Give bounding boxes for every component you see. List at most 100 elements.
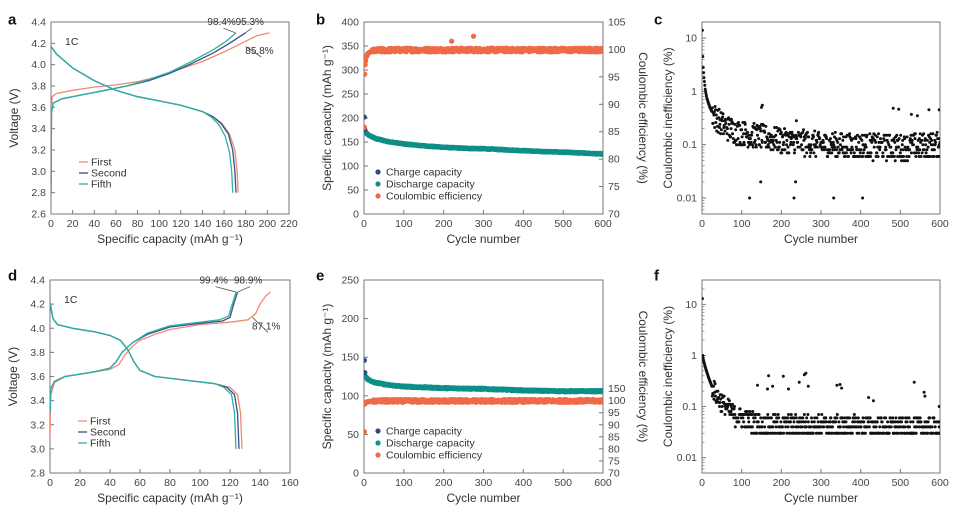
data-point	[835, 148, 838, 152]
data-point	[856, 416, 860, 420]
data-point	[787, 413, 790, 416]
data-point	[917, 137, 921, 141]
data-point	[734, 138, 738, 142]
data-point	[718, 126, 721, 129]
efficiency-annotation: 95.3%	[236, 17, 264, 28]
x-axis-label: Specific capacity (mAh g⁻¹)	[97, 232, 243, 246]
y-right-axis-label: Coulombic efficiency (%)	[636, 52, 650, 184]
data-point	[913, 132, 917, 136]
x-tick-label: 500	[554, 218, 572, 230]
data-point	[776, 129, 780, 133]
data-point	[854, 137, 858, 141]
legend-marker-discharge	[375, 440, 381, 446]
series-first-discharge-line	[51, 46, 239, 193]
data-point	[760, 420, 764, 424]
data-point	[757, 413, 761, 416]
data-point	[822, 148, 826, 152]
x-tick-label: 500	[554, 477, 572, 489]
data-point	[802, 128, 805, 132]
data-point	[783, 127, 786, 131]
data-point	[803, 137, 807, 141]
data-point	[893, 159, 897, 163]
y-right-tick-label: 70	[608, 468, 620, 480]
data-point	[829, 416, 833, 420]
data-point	[909, 151, 913, 155]
data-point	[702, 297, 704, 301]
annotation-leader	[252, 317, 269, 333]
plot-area	[51, 32, 270, 193]
data-point	[799, 135, 803, 139]
data-point	[714, 108, 717, 112]
y-tick-label: 150	[341, 352, 359, 364]
x-tick-label: 160	[281, 477, 299, 489]
data-point	[863, 133, 867, 137]
legend-label-charge: Charge capacity	[386, 167, 463, 179]
data-point	[838, 137, 842, 141]
data-point	[937, 108, 940, 112]
data-point	[868, 132, 872, 136]
data-point	[899, 133, 903, 137]
data-point	[832, 143, 836, 147]
data-point	[913, 137, 917, 141]
data-point	[752, 420, 756, 424]
data-point	[815, 140, 819, 144]
data-point	[835, 413, 839, 416]
data-point	[721, 115, 725, 119]
charge-point	[364, 357, 367, 363]
data-point	[779, 420, 783, 424]
x-tick-label: 0	[361, 477, 367, 489]
ce-point	[600, 47, 603, 53]
annotation-leader	[237, 286, 251, 293]
data-point	[713, 382, 717, 386]
data-point	[833, 130, 837, 134]
data-point	[875, 135, 879, 139]
x-tick-label: 300	[812, 218, 830, 230]
data-point	[821, 140, 825, 144]
x-tick-label: 200	[435, 477, 453, 489]
data-point	[710, 106, 714, 110]
data-point	[729, 410, 733, 413]
data-point	[888, 133, 892, 137]
efficiency-annotation: 87.1%	[252, 321, 280, 332]
y-tick-label: 10	[685, 299, 697, 311]
data-point	[810, 420, 814, 424]
data-point	[858, 151, 862, 155]
data-point	[914, 155, 918, 158]
data-point	[733, 413, 737, 416]
data-point	[737, 420, 741, 424]
data-point	[838, 143, 842, 147]
data-point	[926, 145, 930, 149]
data-point	[938, 137, 940, 141]
y-tick-label: 0	[353, 209, 359, 221]
y-right-tick-label: 80	[608, 154, 620, 166]
ce-first-point	[364, 429, 367, 435]
legend-label-second: Second	[91, 168, 127, 180]
data-point	[900, 420, 903, 424]
legend-label-fifth: Fifth	[90, 438, 111, 450]
panel-label: e	[316, 267, 324, 284]
data-point	[712, 397, 716, 401]
data-point	[742, 132, 746, 136]
data-point	[927, 108, 931, 112]
data-point	[903, 425, 907, 429]
data-point	[869, 155, 873, 158]
data-point	[773, 413, 777, 416]
y-tick-label: 0.01	[677, 452, 698, 464]
legend-marker-ce	[375, 193, 381, 199]
data-point	[854, 416, 858, 420]
y-tick-label: 50	[347, 185, 359, 197]
panel-f: f 0 100 200 300 400 500 600 0.01 0.1 1 10 Cycle numb…	[654, 267, 949, 505]
data-point	[824, 416, 828, 420]
y-tick-label: 3.0	[30, 443, 45, 455]
data-point	[905, 135, 909, 139]
data-point	[835, 155, 839, 158]
data-point	[917, 425, 921, 429]
data-point	[894, 148, 898, 152]
data-point	[785, 138, 789, 142]
x-tick-label: 140	[194, 218, 212, 230]
data-point	[794, 119, 798, 123]
data-point	[900, 159, 903, 163]
data-point	[889, 145, 893, 149]
series-second-discharge-line	[50, 303, 240, 449]
series-first-charge-line	[51, 32, 270, 193]
